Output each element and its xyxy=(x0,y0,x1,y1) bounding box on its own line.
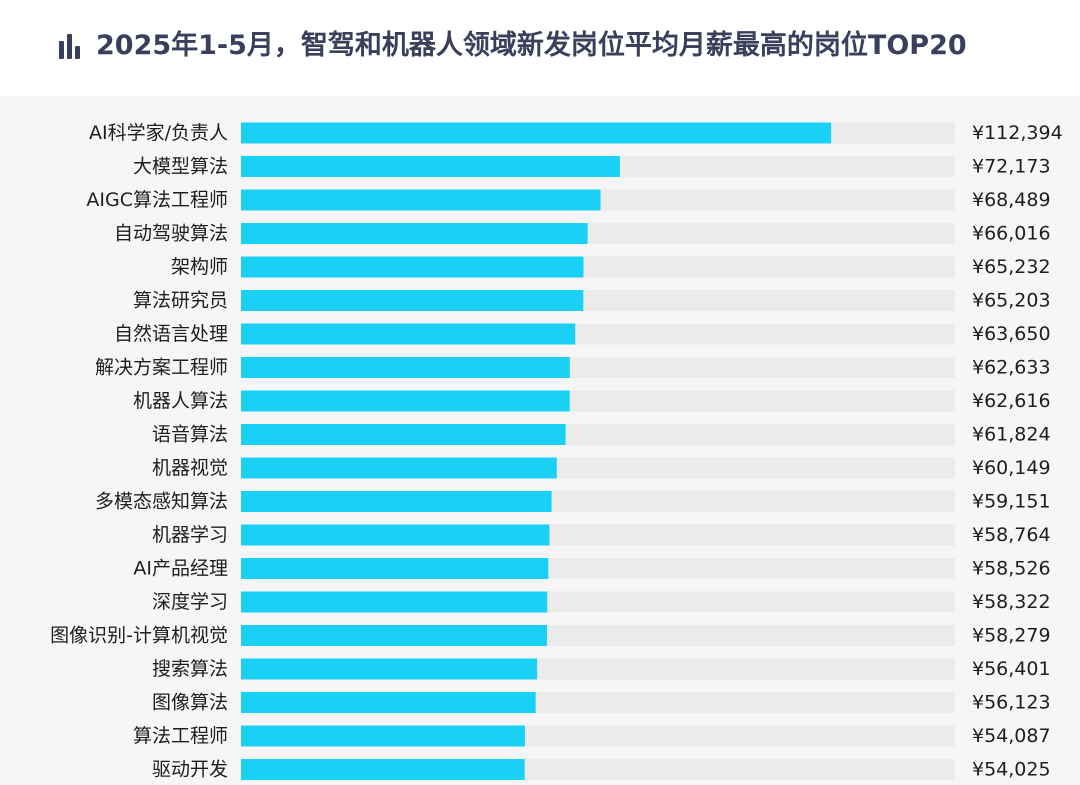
bar xyxy=(241,290,584,311)
bar-row: 机器学习 ¥58,764 xyxy=(152,524,1051,546)
bar xyxy=(241,323,576,345)
bar-row: 搜索算法 ¥56,401 xyxy=(152,658,1051,680)
bar xyxy=(241,625,547,646)
bar xyxy=(241,591,548,613)
value-label: ¥58,764 xyxy=(972,524,1051,546)
bar xyxy=(241,156,620,177)
value-label: ¥63,650 xyxy=(972,323,1051,345)
category-label: 深度学习 xyxy=(152,591,228,613)
value-label: ¥68,489 xyxy=(972,189,1051,211)
value-label: ¥65,232 xyxy=(972,256,1051,278)
category-label: 机器人算法 xyxy=(133,390,228,412)
category-label: 搜索算法 xyxy=(152,658,228,680)
category-label: 大模型算法 xyxy=(133,156,228,178)
bar-row: AIGC算法工程师 ¥68,489 xyxy=(86,189,1050,211)
bar-row: 解决方案工程师 ¥62,633 xyxy=(95,357,1051,379)
category-label: AIGC算法工程师 xyxy=(86,189,228,211)
chart-header: 2025年1-5月，智驾和机器人领域新发岗位平均月薪最高的岗位TOP20 xyxy=(0,0,1080,96)
bar xyxy=(241,424,566,445)
bar xyxy=(241,725,525,747)
bar-row: 深度学习 ¥58,322 xyxy=(152,591,1051,613)
bar-row: 多模态感知算法 ¥59,151 xyxy=(95,491,1051,513)
value-label: ¥54,087 xyxy=(972,725,1051,747)
category-label: 解决方案工程师 xyxy=(95,357,228,379)
bar-row: 算法工程师 ¥54,087 xyxy=(133,725,1051,747)
bar-chart-icon xyxy=(59,34,80,59)
category-label: 多模态感知算法 xyxy=(95,491,228,513)
value-label: ¥54,025 xyxy=(972,759,1051,781)
category-label: 驱动开发 xyxy=(152,759,228,781)
bar xyxy=(241,357,570,378)
category-label: 图像识别-计算机视觉 xyxy=(50,625,228,647)
bar-row: 算法研究员 ¥65,203 xyxy=(133,290,1051,312)
value-label: ¥65,203 xyxy=(972,290,1051,312)
bar xyxy=(241,491,552,512)
bar-row: 机器人算法 ¥62,616 xyxy=(133,390,1051,412)
category-label: 自然语言处理 xyxy=(114,323,228,345)
category-label: 算法研究员 xyxy=(133,290,228,312)
bar xyxy=(241,390,570,412)
bar-row: 机器视觉 ¥60,149 xyxy=(152,457,1051,479)
category-label: 图像算法 xyxy=(152,692,228,714)
bar-row: 大模型算法 ¥72,173 xyxy=(133,156,1051,178)
chart-plot-area: AI科学家/负责人 ¥112,394 大模型算法 ¥72,173 AIGC算法工程师 ¥6… xyxy=(0,96,1080,785)
bar-row: 自动驾驶算法 ¥66,016 xyxy=(114,223,1051,245)
value-label: ¥62,633 xyxy=(972,357,1051,379)
category-label: 自动驾驶算法 xyxy=(114,223,228,245)
bar xyxy=(241,457,557,479)
bar-row: 图像算法 ¥56,123 xyxy=(152,692,1051,714)
value-label: ¥56,401 xyxy=(972,658,1051,680)
bar-row: 架构师 ¥65,232 xyxy=(171,256,1051,278)
bar-row: 图像识别-计算机视觉 ¥58,279 xyxy=(50,625,1050,647)
value-label: ¥61,824 xyxy=(972,424,1051,446)
bar-row: AI科学家/负责人 ¥112,394 xyxy=(89,122,1063,144)
category-label: 算法工程师 xyxy=(133,725,228,747)
value-label: ¥66,016 xyxy=(972,223,1051,245)
bar xyxy=(241,524,550,546)
category-label: AI产品经理 xyxy=(133,558,228,580)
category-label: 机器学习 xyxy=(152,524,228,546)
category-label: 机器视觉 xyxy=(152,457,228,479)
value-label: ¥58,322 xyxy=(972,591,1051,613)
value-label: ¥56,123 xyxy=(972,692,1051,714)
bar-row: AI产品经理 ¥58,526 xyxy=(133,558,1050,580)
bar-row: 驱动开发 ¥54,025 xyxy=(152,759,1051,781)
value-label: ¥58,526 xyxy=(972,558,1051,580)
bar-row: 语音算法 ¥61,824 xyxy=(152,424,1051,446)
value-label: ¥60,149 xyxy=(972,457,1051,479)
value-label: ¥112,394 xyxy=(972,122,1063,144)
value-label: ¥58,279 xyxy=(972,625,1051,647)
bar xyxy=(241,558,549,579)
value-label: ¥62,616 xyxy=(972,390,1051,412)
bar xyxy=(241,189,601,211)
value-label: ¥72,173 xyxy=(972,156,1051,178)
value-label: ¥59,151 xyxy=(972,491,1051,513)
bar xyxy=(241,223,588,244)
bar xyxy=(241,658,538,680)
category-label: AI科学家/负责人 xyxy=(89,122,228,144)
bar xyxy=(241,256,584,278)
bar-row: 自然语言处理 ¥63,650 xyxy=(114,323,1051,345)
bar xyxy=(241,759,525,780)
bar xyxy=(241,692,536,713)
category-label: 语音算法 xyxy=(152,424,228,446)
bar-chart: AI科学家/负责人 ¥112,394 大模型算法 ¥72,173 AIGC算法工程师 ¥6… xyxy=(50,122,1063,781)
bar xyxy=(241,122,832,144)
category-label: 架构师 xyxy=(171,256,228,278)
chart-title: 2025年1-5月，智驾和机器人领域新发岗位平均月薪最高的岗位TOP20 xyxy=(96,30,967,61)
